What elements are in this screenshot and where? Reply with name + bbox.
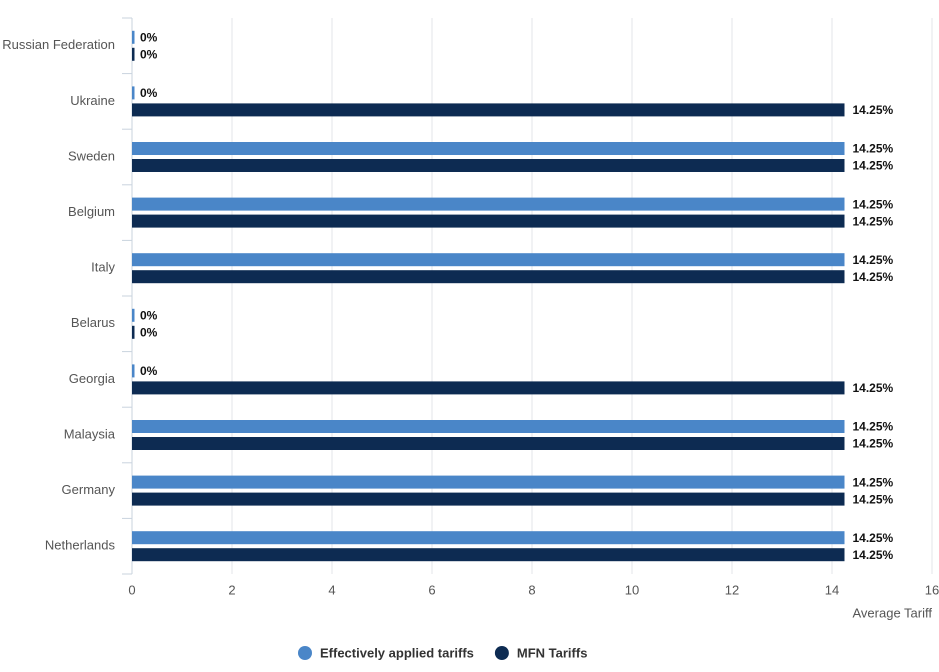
bar <box>132 142 845 155</box>
x-tick-label: 2 <box>228 582 235 597</box>
bar <box>132 86 135 100</box>
bar <box>132 531 845 545</box>
bar <box>132 381 845 395</box>
value-label: 14.25% <box>853 103 894 117</box>
value-label: 0% <box>140 364 158 378</box>
bar <box>132 325 135 339</box>
y-tick-label: Belarus <box>71 315 116 330</box>
y-tick-label: Ukraine <box>70 93 115 108</box>
legend-marker <box>494 646 509 660</box>
x-tick-label: 14 <box>825 582 839 597</box>
value-label: 14.25% <box>853 142 894 156</box>
y-tick-label: Georgia <box>69 371 116 386</box>
x-tick-label: 6 <box>428 582 435 597</box>
legend-label: Effectively applied tariffs <box>320 645 474 660</box>
bar <box>132 437 845 450</box>
y-tick-label: Russian Federation <box>2 37 115 52</box>
y-tick-label: Netherlands <box>45 538 116 553</box>
bar <box>132 308 135 322</box>
value-label: 14.25% <box>853 531 894 545</box>
bar <box>132 548 845 562</box>
y-tick-label: Sweden <box>68 148 115 163</box>
bar <box>132 47 135 61</box>
value-label: 0% <box>140 308 158 322</box>
y-tick-label: Italy <box>91 260 115 275</box>
value-label: 14.25% <box>853 475 894 489</box>
value-label: 0% <box>140 325 158 339</box>
x-tick-label: 0 <box>128 582 135 597</box>
value-label: 0% <box>140 30 158 44</box>
bar <box>132 159 845 172</box>
value-label: 14.25% <box>853 214 894 228</box>
y-tick-label: Malaysia <box>64 426 116 441</box>
x-tick-label: 8 <box>528 582 535 597</box>
value-label: 0% <box>140 47 158 61</box>
x-axis-label: Average Tariff <box>853 605 933 620</box>
bar <box>132 103 845 117</box>
value-label: 14.25% <box>853 420 894 434</box>
bar <box>132 475 845 489</box>
bar <box>132 30 135 44</box>
legend-marker <box>298 646 312 660</box>
x-tick-label: 10 <box>625 582 639 597</box>
legend-label: MFN Tariffs <box>517 645 588 660</box>
value-label: 14.25% <box>853 253 894 267</box>
bar <box>132 214 845 228</box>
x-tick-label: 4 <box>328 582 335 597</box>
x-tick-label: 16 <box>925 582 939 597</box>
value-label: 14.25% <box>853 492 894 506</box>
value-label: 14.25% <box>853 548 894 562</box>
bar <box>132 197 845 211</box>
value-label: 14.25% <box>853 159 894 173</box>
value-label: 14.25% <box>853 197 894 211</box>
y-tick-label: Belgium <box>68 204 115 219</box>
bar <box>132 364 135 378</box>
x-tick-label: 12 <box>725 582 739 597</box>
bar <box>132 420 845 433</box>
bar <box>132 270 845 284</box>
value-label: 14.25% <box>853 437 894 451</box>
y-tick-label: Germany <box>62 482 116 497</box>
value-label: 0% <box>140 86 158 100</box>
bar <box>132 253 845 267</box>
value-label: 14.25% <box>853 270 894 284</box>
bar <box>132 492 845 506</box>
value-label: 14.25% <box>853 381 894 395</box>
